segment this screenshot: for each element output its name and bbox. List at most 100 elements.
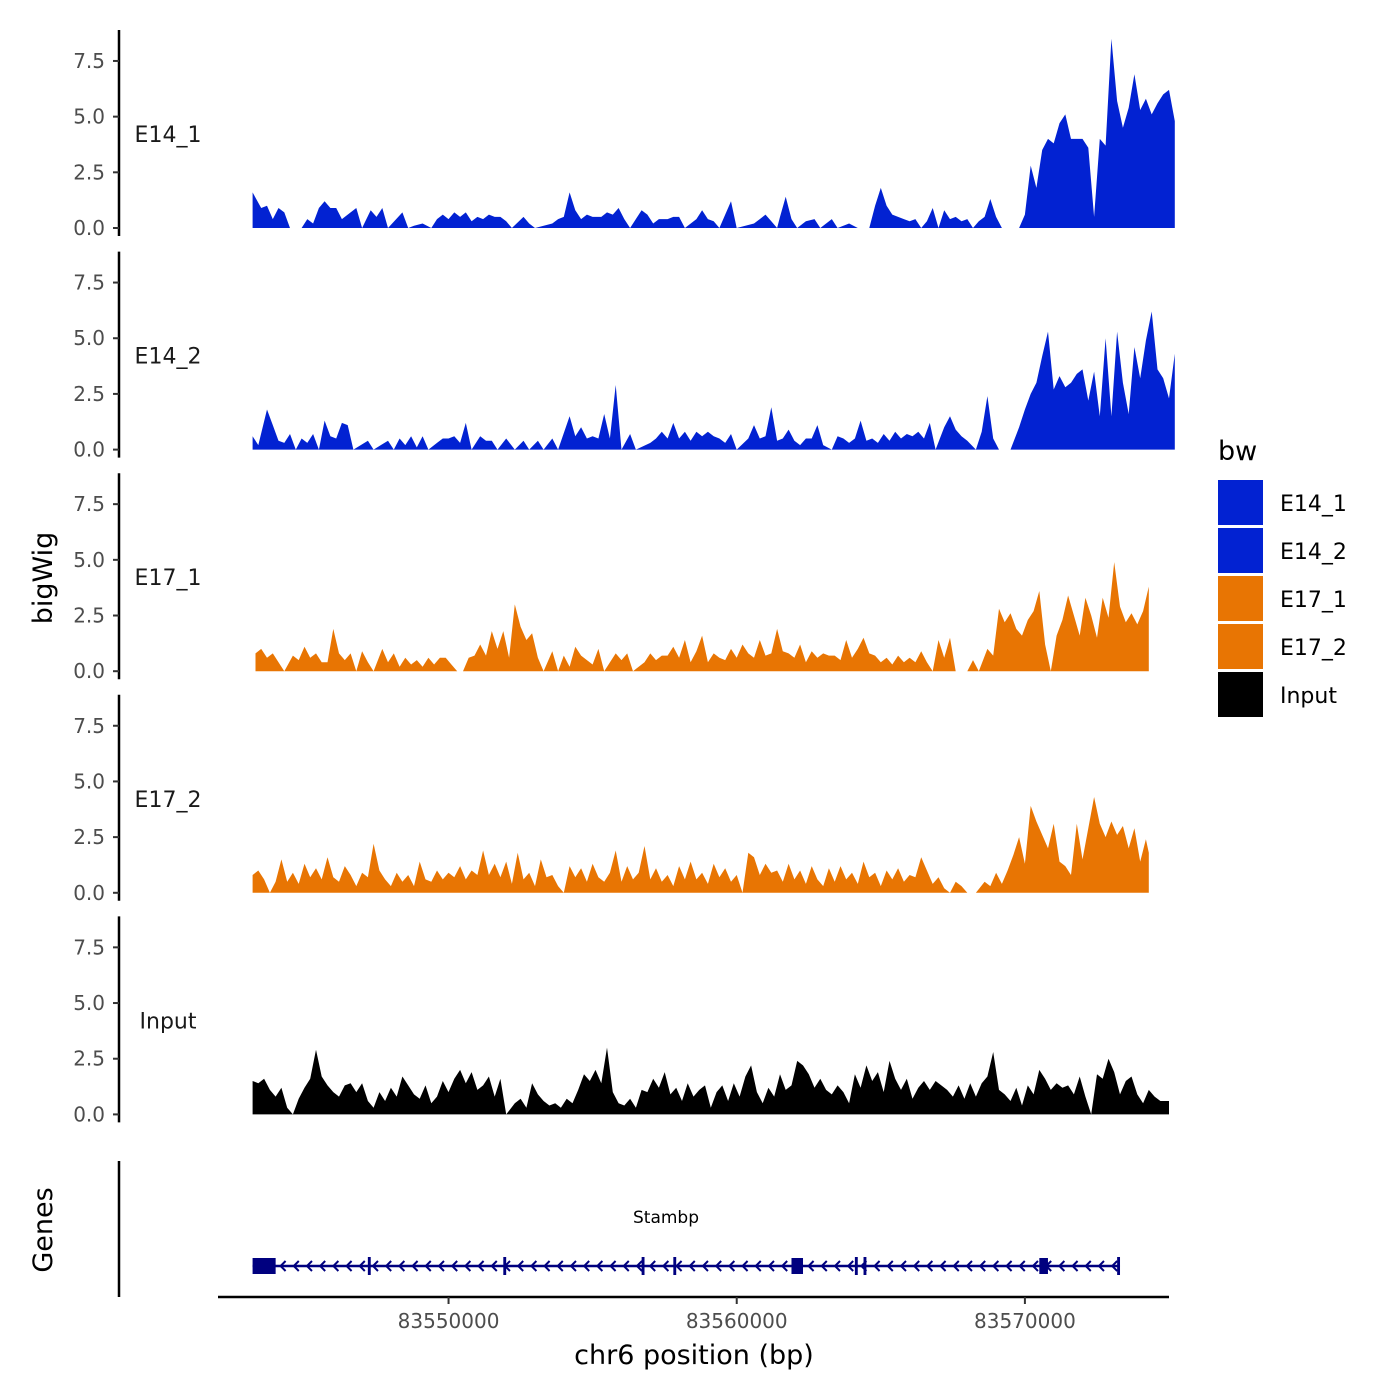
strand-arrow-icon [595,1260,604,1272]
track-panel-e17-2: 0.0 2.5 5.0 7.5 E17_2 [73,694,1149,905]
strand-arrow-icon [384,1260,392,1272]
strand-arrow-icon [477,1260,485,1272]
strand-arrow-icon [411,1260,419,1272]
gene-exon [503,1257,507,1275]
strand-arrow-icon [1097,1260,1105,1272]
strand-arrow-icon [463,1260,472,1272]
strand-arrow-icon [345,1260,353,1272]
y-tick-label: 7.5 [73,492,105,516]
signal-area-e17-1 [255,562,1149,672]
strand-arrow-icon [648,1260,656,1272]
strand-arrow-icon [1084,1260,1092,1272]
strand-arrow-icon [556,1260,564,1272]
strand-arrow-icon [780,1260,788,1272]
strand-arrow-icon [688,1260,696,1272]
y-tick-label: 2.5 [73,825,105,849]
x-axis: 83550000 83560000 83570000 [218,1295,1169,1333]
y-tick-label: 0.0 [73,216,105,240]
genes-track: Genes Stambp [28,1161,1121,1297]
gene-exon [791,1258,804,1274]
y-tick-label: 7.5 [73,49,105,73]
gene-exon [252,1258,276,1274]
strand-arrow-icon [543,1260,551,1272]
strand-arrow-icon [516,1260,524,1272]
signal-area-input [252,1047,1170,1115]
strand-arrow-icon [529,1260,538,1272]
track-panels: 0.0 2.5 5.0 7.5 E14_1 0.0 2.5 5.0 7.5 E14_2 0.0 2.5… [73,30,1175,1126]
track-label: E17_1 [135,566,202,591]
x-tick-label: 83560000 [686,1309,788,1333]
strand-arrow-icon [371,1260,379,1272]
strand-arrow-icon [754,1260,762,1272]
legend-title: bw [1218,436,1257,467]
strand-arrow-icon [912,1260,920,1272]
strand-arrow-icon [582,1260,590,1272]
gene-exon [863,1257,867,1275]
gene-exon [1117,1257,1121,1275]
y-tick-label: 5.0 [73,991,105,1015]
strand-arrow-icon [569,1260,577,1272]
strand-arrow-icon [965,1260,973,1272]
strand-arrow-icon [1031,1260,1039,1272]
legend-label: E14_2 [1280,540,1347,565]
strand-arrow-icon [635,1260,643,1272]
gene-name-label: Stambp [633,1208,699,1228]
strand-arrow-icon [807,1260,815,1272]
strand-arrow-icon [701,1260,709,1272]
gene-exon [641,1257,645,1275]
y-tick-label: 5.0 [73,105,105,129]
strand-arrow-icon [714,1260,722,1272]
gene-exon [854,1257,858,1275]
signal-area-e14-1 [252,38,1175,229]
y-tick-label: 2.5 [73,604,105,628]
strand-arrow-icon [661,1260,670,1272]
strand-arrow-icon [292,1260,300,1272]
track-panel-e14-1: 0.0 2.5 5.0 7.5 E14_1 [73,30,1175,240]
y-tick-label: 7.5 [73,714,105,738]
strand-arrow-icon [609,1260,617,1272]
strand-arrow-icon [846,1260,854,1272]
strand-arrow-icon [741,1260,749,1272]
strand-arrow-icon [1110,1260,1118,1272]
strand-arrow-icon [886,1260,894,1272]
y-tick-label: 5.0 [73,548,105,572]
strand-arrow-icon [952,1260,960,1272]
track-label: Input [140,1009,197,1034]
strand-arrow-icon [397,1260,406,1272]
track-label: E14_2 [135,345,202,370]
track-label: E14_1 [135,123,202,148]
track-label: E17_2 [135,788,202,813]
strand-arrow-icon [305,1260,313,1272]
y-tick-label: 0.0 [73,438,105,462]
genes-track-title: Genes [28,1187,59,1272]
strand-arrow-icon [450,1260,458,1272]
y-tick-label: 7.5 [73,935,105,959]
track-panel-input: 0.0 2.5 5.0 7.5 Input [73,916,1170,1126]
strand-arrow-icon [490,1260,498,1272]
gene-exon [1039,1258,1048,1274]
track-panel-e17-1: 0.0 2.5 5.0 7.5 E17_1 [73,473,1149,683]
strand-arrow-icon [727,1260,736,1272]
signal-area-e14-2 [252,311,1175,450]
strand-arrow-icon [873,1260,881,1272]
x-axis-title: chr6 position (bp) [574,1340,814,1371]
strand-arrow-icon [767,1260,775,1272]
legend-swatch-e17-2 [1218,624,1263,669]
legend-label: E14_1 [1280,492,1347,517]
strand-arrow-icon [1057,1260,1066,1272]
x-tick-label: 83550000 [398,1309,500,1333]
strand-arrow-icon [833,1260,841,1272]
y-tick-label: 0.0 [73,659,105,683]
strand-arrow-icon [331,1260,340,1272]
signal-area-e17-2 [252,797,1149,893]
legend-swatch-e14-2 [1218,528,1263,573]
strand-arrow-icon [622,1260,630,1272]
y-tick-label: 0.0 [73,881,105,905]
y-axis-title: bigWig [28,532,59,625]
y-tick-label: 7.5 [73,271,105,295]
strand-arrow-icon [358,1260,366,1272]
y-tick-label: 5.0 [73,326,105,350]
strand-arrow-icon [820,1260,828,1272]
strand-arrow-icon [991,1260,1000,1272]
